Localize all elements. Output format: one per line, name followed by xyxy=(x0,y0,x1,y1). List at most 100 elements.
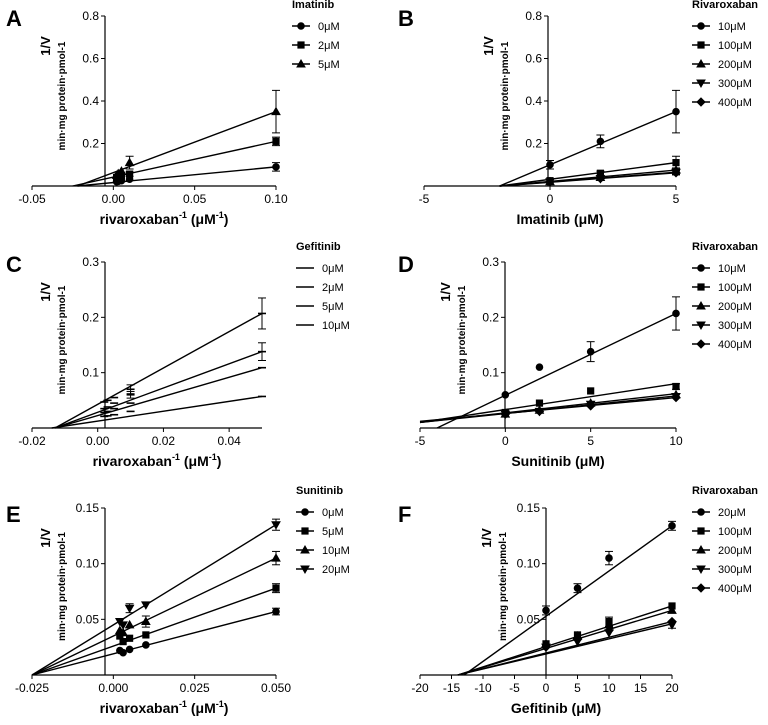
series-400μM xyxy=(499,168,681,187)
data-point xyxy=(667,616,677,627)
fit-line xyxy=(31,557,277,676)
x-title-part: rivaroxaban xyxy=(100,700,179,716)
legend-label: 200μM xyxy=(718,545,752,557)
series-100μM xyxy=(499,155,680,187)
y-tick-label: 0.3 xyxy=(482,255,499,269)
legend-title: Sunitinib xyxy=(296,485,343,497)
y-axis-subtitle: min·mg protein·pmol-1 xyxy=(57,41,68,150)
y-tick-label: 0.2 xyxy=(82,310,99,324)
data-point xyxy=(585,401,596,411)
panel-f: F -20 -15 -10 -5 0 5 10 15 20 0.05 0.10 0.15 1/V min·m… xyxy=(398,485,758,716)
legend-label: 10μM xyxy=(718,21,746,33)
x-tick-label: -5 xyxy=(509,681,520,695)
y-axis-title: 1/V xyxy=(481,36,496,56)
y-tick-label: 0.1 xyxy=(82,366,99,380)
data-point xyxy=(587,387,595,395)
data-point xyxy=(142,641,150,649)
x-tick-label: 0.025 xyxy=(180,681,210,695)
data-point xyxy=(672,107,680,116)
legend-label: 200μM xyxy=(718,59,752,71)
data-point xyxy=(271,521,281,530)
x-tick-label: 20 xyxy=(665,681,679,695)
x-title-sup: -1 xyxy=(179,699,187,709)
y-tick-label: 0.10 xyxy=(517,557,541,571)
x-tick-label: -5 xyxy=(419,192,430,206)
x-tick-label: 10 xyxy=(602,681,616,695)
x-title-sup: -1 xyxy=(172,452,180,462)
legend-label: 0μM xyxy=(322,263,344,275)
y-axis-subtitle: min·mg protein·pmol-1 xyxy=(498,532,509,641)
fit-line xyxy=(72,140,277,187)
y-axis-title: 1/V xyxy=(38,528,53,548)
y-tick-label: 0.6 xyxy=(82,52,99,66)
series-2μM xyxy=(72,136,280,187)
data-point xyxy=(542,606,550,615)
x-tick-label: -10 xyxy=(474,681,492,695)
data-point xyxy=(541,642,551,652)
x-title-sup: -1 xyxy=(216,699,224,709)
legend-marker xyxy=(697,527,705,535)
x-title-unit: (μM xyxy=(187,700,216,716)
legend-label: 2μM xyxy=(318,40,340,52)
series-0μM xyxy=(31,607,280,676)
legend-marker xyxy=(696,339,706,349)
x-tick-label: 0.000 xyxy=(98,681,128,695)
x-tick-label: 0 xyxy=(502,434,509,448)
legend-marker xyxy=(697,508,705,516)
data-point xyxy=(668,522,676,530)
fit-line xyxy=(419,383,677,424)
data-point xyxy=(595,173,606,184)
x-title-sup: -1 xyxy=(209,452,217,462)
x-tick-label: 0.02 xyxy=(152,434,176,448)
series-10μM xyxy=(499,89,680,187)
x-axis-title: Sunitinib (μM) xyxy=(511,453,604,469)
x-title-sup: -1 xyxy=(216,210,224,220)
y-tick-label: 0.15 xyxy=(76,501,100,515)
series-10μM xyxy=(31,550,281,676)
legend-marker xyxy=(297,41,305,49)
x-tick-label: 0.00 xyxy=(86,434,110,448)
data-point xyxy=(126,634,134,642)
legend: Rivaroxaban 10μM 100μM 200μM 300μM 400μM xyxy=(692,0,758,109)
data-point xyxy=(596,137,605,146)
x-tick-label: -15 xyxy=(443,681,461,695)
x-axis-title: rivaroxaban-1 (μM-1) xyxy=(93,452,222,469)
fit-line xyxy=(77,166,277,187)
legend-title: Imatinib xyxy=(292,0,334,11)
fit-line xyxy=(457,605,673,676)
data-point xyxy=(573,584,582,592)
y-tick-label: 0.10 xyxy=(76,557,100,571)
series-5μM xyxy=(31,583,280,676)
y-tick-label: 0.4 xyxy=(82,94,99,108)
data-point xyxy=(586,347,595,356)
legend-title: Rivaroxaban xyxy=(692,485,758,497)
series-400μM xyxy=(419,392,681,423)
y-axis-title: 1/V xyxy=(38,282,53,302)
fit-line xyxy=(54,350,263,429)
legend: Gefitinib 0μM 2μM 5μM 10μM xyxy=(296,241,350,332)
legend-label: 300μM xyxy=(718,564,752,576)
panel-letter: D xyxy=(398,252,414,277)
legend-marker xyxy=(697,264,705,272)
legend-marker xyxy=(696,583,706,593)
legend-marker xyxy=(301,527,309,535)
legend-marker xyxy=(696,300,706,310)
x-tick-label: -5 xyxy=(415,434,426,448)
x-tick-label: -20 xyxy=(411,681,429,695)
data-point xyxy=(667,605,677,614)
y-axis-title: 1/V xyxy=(479,528,494,548)
data-point xyxy=(124,157,135,167)
legend-marker xyxy=(696,544,706,554)
fit-line xyxy=(51,395,263,429)
data-point xyxy=(672,159,680,167)
y-tick-label: 0.2 xyxy=(525,137,542,151)
legend-label: 10μM xyxy=(322,320,350,332)
y-tick-label: 0.2 xyxy=(482,310,499,324)
data-point xyxy=(672,309,680,318)
data-point xyxy=(119,638,127,646)
panel-letter: E xyxy=(6,502,21,527)
series-5μM xyxy=(54,342,266,429)
data-point xyxy=(124,604,135,614)
panel-letter: A xyxy=(6,6,22,31)
data-point xyxy=(604,625,614,636)
